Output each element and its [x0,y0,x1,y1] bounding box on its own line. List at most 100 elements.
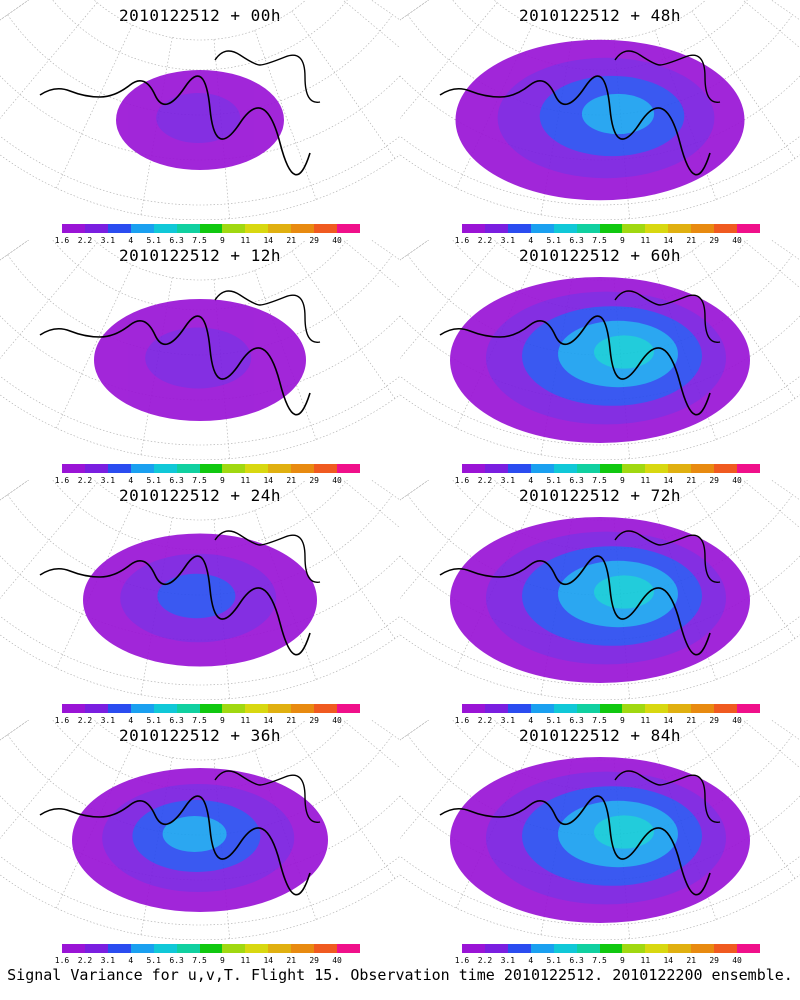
colorbar-tick-label: 9 [620,716,625,725]
variance-map [0,240,400,460]
colorbar-swatch [622,944,646,953]
colorbar-swatch [576,224,600,233]
variance-contour [581,93,655,135]
colorbar-tick-label: 7.5 [592,956,607,965]
colorbar-tick-label: 40 [332,476,342,485]
longitude-line [342,0,400,49]
colorbar-swatch [291,944,315,953]
colorbar-tick-label: 29 [709,236,719,245]
colorbar-tick-label: 9 [220,476,225,485]
colorbar-swatch [222,704,246,713]
colorbar-swatch [199,224,223,233]
colorbar-tick-label: 6.3 [169,476,184,485]
colorbar-tick-label: 6.3 [169,716,184,725]
longitude-line [0,2,98,119]
map-panel: 2010122512 + 24h 1.6 2.2 3.1 4 5.1 6.3 7.5 9 11 14… [0,480,400,725]
colorbar-tick-label: 14 [263,476,274,485]
colorbar-tick-label: 5.1 [146,956,161,965]
longitude-line [742,0,800,49]
panel-title: 2010122512 + 24h [118,486,282,505]
variance-contour [594,335,654,369]
colorbar-tick-label: 2.2 [77,236,93,245]
coastline [214,530,321,583]
colorbar-tick-label: 21 [286,476,297,485]
colorbar-tick-label: 14 [663,956,674,965]
colorbar-swatch [153,224,177,233]
latitude-line [400,855,800,926]
colorbar-swatch [268,944,292,953]
colorbar-swatch [176,704,200,713]
colorbar-tick-label: 7.5 [592,476,607,485]
variance-field [116,70,284,170]
colorbar-tick-label: 21 [686,476,697,485]
colorbar-swatch [668,944,692,953]
colorbar-tick-label: 4 [128,236,134,245]
colorbar-swatch [691,704,715,713]
colorbar [462,464,760,473]
colorbar-swatch [714,704,738,713]
longitude-line [0,0,30,21]
colorbar-swatch [222,464,246,473]
latitude-line [400,135,800,206]
colorbar-swatch [314,224,338,233]
colorbar-swatch [337,944,360,953]
colorbar-tick-label: 40 [732,236,742,245]
variance-map [0,0,400,220]
colorbar-tick-label: 21 [686,236,697,245]
colorbar-swatch [130,944,154,953]
colorbar-tick-label: 40 [332,956,342,965]
colorbar-swatch [714,224,738,233]
colorbar-tick-label: 4 [528,956,534,965]
colorbar-tick-label: 7.5 [192,236,207,245]
latitude-line [407,734,793,836]
variance-map [400,0,800,220]
variance-field [94,299,306,421]
colorbar-tick-label: 2.2 [477,716,493,725]
colorbar-swatch [130,224,154,233]
latitude-line [0,135,400,206]
colorbar-swatch [314,704,338,713]
coastline [39,75,311,176]
colorbar-tick-label: 6.3 [169,236,184,245]
coastline [614,530,721,583]
longitude-line [400,720,430,741]
longitude-line [342,240,400,289]
colorbar-tick-label: 40 [732,956,742,965]
colorbar [462,704,760,713]
coastline [214,770,321,823]
latitude-line [407,494,793,596]
colorbar-swatch [130,704,154,713]
colorbar-swatch [599,464,623,473]
panel-title: 2010122512 + 48h [518,6,682,25]
colorbar-tick-label: 11 [640,716,651,725]
variance-field [72,768,328,912]
colorbar-swatch [84,944,108,953]
colorbar-tick-label: 6.3 [569,476,584,485]
colorbar-tick-label: 4 [528,236,534,245]
colorbar-tick-label: 14 [263,236,274,245]
colorbar [62,944,360,953]
colorbar-tick-label: 11 [640,236,651,245]
figure-caption: Signal Variance for u,v,T. Flight 15. Ob… [7,966,793,984]
colorbar-tick-label: 11 [240,956,251,965]
colorbar-swatch [199,704,223,713]
colorbar-swatch [737,224,760,233]
latitude-line [7,494,393,596]
colorbar-tick-label: 29 [309,716,319,725]
colorbar-tick-label: 9 [620,956,625,965]
colorbar-tick-label: 11 [240,476,251,485]
latitude-line [52,0,348,71]
colorbar [62,224,360,233]
colorbar-tick-label: 40 [332,716,342,725]
latitude-line [407,14,793,116]
coastline [214,50,321,103]
colorbar-tick-label: 2.2 [477,956,493,965]
colorbar-swatch [222,944,246,953]
colorbar-tick-label: 1.6 [454,236,470,245]
colorbar-swatch [668,224,692,233]
latitude-line [7,254,393,356]
longitude-line [291,10,396,159]
colorbar-tick-label: 7.5 [192,716,207,725]
colorbar-tick-label: 14 [263,716,274,725]
colorbar-swatch [714,944,738,953]
